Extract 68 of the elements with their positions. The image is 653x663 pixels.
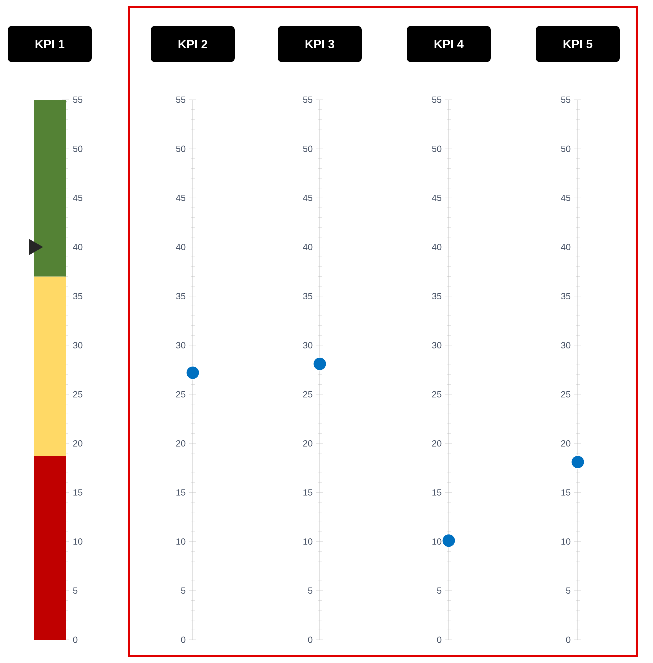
y-tick-label: 25	[303, 391, 313, 398]
y-tick-label: 55	[432, 96, 442, 104]
x-tick-label: KPI 5	[564, 40, 593, 48]
y-tick-label: 40	[432, 244, 442, 250]
y-tick-label: 40	[561, 244, 571, 250]
y-tick-label: 15	[74, 490, 83, 496]
y-tick-label: 0	[181, 636, 186, 644]
y-tick-label: 15	[176, 490, 186, 496]
y-tick-label: 40	[176, 244, 186, 250]
y-tick-label: 20	[432, 440, 442, 447]
y-tick-label: 10	[74, 538, 83, 545]
y-tick-label: 5	[437, 588, 442, 594]
x-tick-label: KPI 3	[306, 40, 335, 49]
y-tick-label: 25	[73, 391, 83, 398]
x-tick-label: KPI 1	[36, 40, 65, 48]
y-tick-label: 45	[561, 195, 571, 202]
y-tick-label: 30	[176, 342, 186, 349]
y-tick-label: 5	[308, 588, 313, 594]
y-tick-label: 40	[73, 244, 83, 250]
bar	[34, 100, 66, 277]
y-tick-label: 5	[566, 588, 571, 594]
y-tick-label: 55	[176, 96, 186, 104]
y-tick-label: 45	[303, 195, 313, 202]
y-tick-label: 0	[73, 636, 78, 644]
y-tick-label: 50	[303, 146, 313, 152]
y-tick-label: 15	[562, 490, 571, 496]
y-tick-label: 45	[176, 195, 186, 202]
y-tick-label: 50	[432, 146, 442, 152]
y-tick-label: 35	[561, 293, 571, 300]
y-tick-label: 10	[304, 538, 313, 545]
y-tick-label: 30	[303, 342, 313, 349]
y-tick-label: 15	[304, 490, 313, 496]
y-tick-label: 25	[176, 391, 186, 398]
y-tick-label: 20	[561, 440, 571, 447]
y-tick-label: 35	[303, 293, 313, 300]
y-tick-label: 30	[73, 342, 83, 349]
x-tick-label: KPI 4	[434, 40, 464, 48]
y-tick-label: 5	[73, 588, 78, 594]
y-tick-label: 20	[73, 440, 83, 447]
y-tick-label: 35	[73, 293, 83, 300]
y-tick-label: 25	[561, 391, 571, 398]
y-tick-label: 50	[73, 146, 83, 152]
y-tick-label: 10	[176, 538, 186, 545]
y-tick-label: 0	[566, 636, 571, 644]
x-tick-label: KPI 2	[178, 40, 208, 48]
y-tick-label: 30	[561, 342, 571, 349]
y-tick-label: 0	[308, 636, 313, 644]
y-tick-label: 55	[561, 96, 571, 104]
y-tick-label: 30	[432, 342, 442, 349]
y-tick-label: 15	[432, 490, 442, 496]
bar	[34, 456, 66, 640]
y-tick-label: 20	[176, 440, 186, 447]
y-tick-label: 35	[176, 293, 186, 300]
y-tick-label: 5	[181, 588, 186, 594]
y-tick-label: 10	[562, 538, 571, 545]
y-tick-label: 10	[432, 538, 442, 545]
y-tick-label: 0	[437, 636, 442, 644]
bar	[34, 276, 66, 456]
y-tick-label: 50	[176, 146, 186, 152]
y-tick-label: 25	[432, 391, 442, 398]
y-tick-label: 20	[303, 440, 313, 447]
y-tick-label: 35	[432, 293, 442, 300]
y-tick-label: 55	[73, 96, 83, 104]
y-tick-label: 45	[73, 195, 83, 202]
y-tick-label: 40	[303, 244, 313, 250]
y-tick-label: 45	[432, 195, 442, 202]
y-tick-label: 55	[303, 96, 313, 104]
y-tick-label: 50	[561, 146, 571, 152]
